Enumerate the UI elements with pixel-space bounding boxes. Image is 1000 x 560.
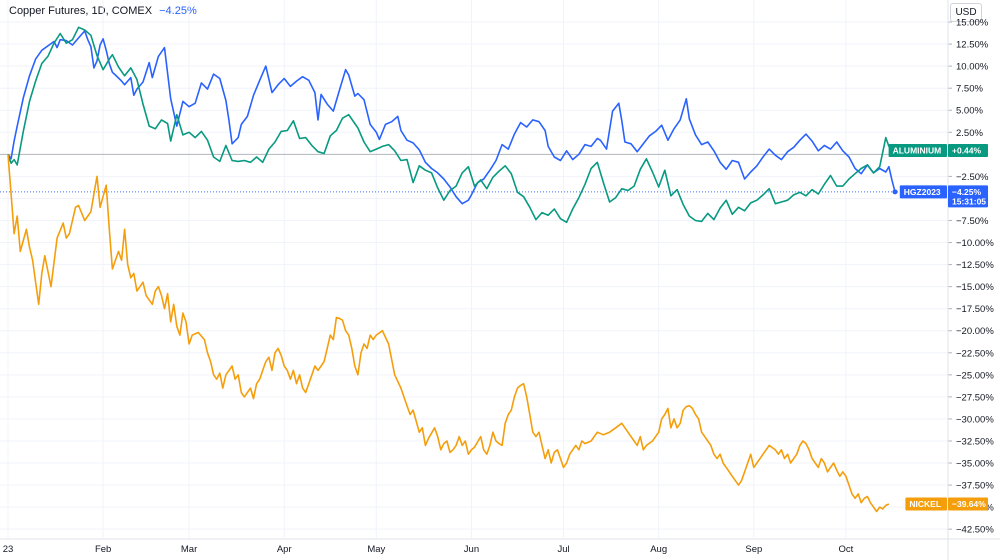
series-value-text: −4.25% [952, 187, 982, 197]
series-value-badge [948, 185, 988, 208]
y-tick-label: 5.00% [956, 106, 983, 117]
x-tick-label: May [367, 544, 385, 555]
series-line-nickel [7, 154, 890, 513]
series-name-text: NICKEL [909, 499, 941, 509]
series-value-text: −39.64% [952, 499, 986, 509]
y-tick-label: −7.50% [956, 216, 989, 227]
y-tick-label: 12.50% [956, 40, 989, 51]
series-value-text: +0.44% [952, 145, 982, 155]
x-tick-label: Aug [650, 544, 667, 555]
y-tick-label: −25.00% [956, 370, 994, 381]
y-tick-label: 7.50% [956, 84, 983, 95]
y-tick-label: −20.00% [956, 326, 994, 337]
y-tick-label: −17.50% [956, 304, 994, 315]
symbol-title[interactable]: Copper Futures, 1D, COMEX [9, 5, 153, 17]
x-tick-label: Jul [557, 544, 569, 555]
grid [0, 0, 948, 538]
last-price-dot [892, 189, 898, 195]
time-axis[interactable]: 23 Feb Mar Apr May Jun Jul Aug Sep Oct [0, 538, 1000, 555]
x-tick-label: 23 [3, 544, 14, 555]
y-tick-label: −37.50% [956, 481, 994, 492]
y-tick-label: −30.00% [956, 414, 994, 425]
series-name-tag [888, 143, 947, 157]
series-name-text: ALUMINIUM [893, 145, 942, 155]
series-label-aluminium: ALUMINIUM +0.44% [888, 143, 988, 157]
y-tick-label: 15.00% [956, 18, 989, 29]
y-tick-label: 2.50% [956, 128, 983, 139]
x-tick-label: Mar [181, 544, 197, 555]
y-tick-label: −15.00% [956, 282, 994, 293]
series-line-aluminium [7, 26, 896, 224]
x-tick-label: Oct [839, 544, 854, 555]
y-tick-label: −35.00% [956, 459, 994, 470]
series-label-nickel: NICKEL −39.64% [905, 497, 988, 511]
y-tick-label: −27.50% [956, 392, 994, 403]
series-name-tag [899, 185, 947, 199]
y-tick-label: −32.50% [956, 436, 994, 447]
currency-button[interactable]: USD [950, 3, 982, 22]
x-tick-label: Apr [277, 544, 292, 555]
series-label-hgz2023: HGZ2023 −4.25%15:31:05 [899, 185, 988, 208]
chart-header: Copper Futures, 1D, COMEX −4.25% [9, 5, 197, 17]
x-tick-label: Feb [95, 544, 111, 555]
x-tick-label: Jun [464, 544, 479, 555]
y-tick-label: −22.50% [956, 348, 994, 359]
y-tick-label: −42.50% [956, 525, 994, 536]
series-time-text: 15:31:05 [952, 196, 986, 206]
series-lines [7, 26, 898, 513]
y-tick-label: −2.50% [956, 172, 989, 183]
symbol-change: −4.25% [159, 5, 197, 17]
series-line-hgz2023 [7, 30, 896, 205]
y-tick-label: 10.00% [956, 62, 989, 73]
series-value-badge [948, 143, 988, 157]
x-tick-label: Sep [745, 544, 762, 555]
y-tick-label: −12.50% [956, 260, 994, 271]
price-axis[interactable]: 15.00% 12.50% 10.00% 7.50% 5.00% 2.50% −2.50% −… [947, 0, 994, 560]
series-labels: ALUMINIUM +0.44% HGZ2023 −4.25%15:31:05 NICK… [888, 143, 988, 511]
series-name-tag [905, 497, 947, 511]
series-value-badge [948, 497, 988, 511]
series-name-text: HGZ2023 [904, 187, 941, 197]
y-tick-label: −10.00% [956, 238, 994, 249]
